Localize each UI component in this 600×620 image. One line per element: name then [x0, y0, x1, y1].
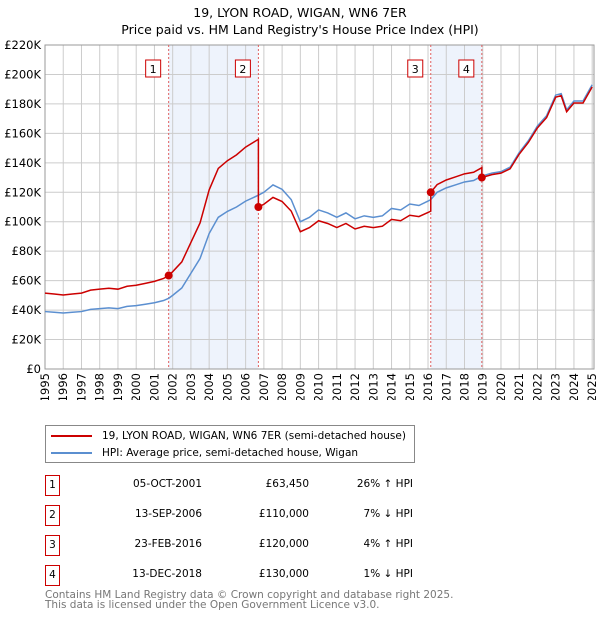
transaction-date: 13-SEP-2006 [134, 508, 202, 520]
x-tick-label: 2013 [366, 373, 380, 400]
legend-swatch-price [51, 435, 92, 437]
y-tick-label: £0 [26, 362, 41, 376]
x-tick-label: 2023 [549, 373, 563, 400]
transaction-price: £130,000 [258, 568, 309, 580]
transaction-hpi-diff: 4% ↑ HPI [363, 538, 413, 550]
sale-point [164, 271, 173, 280]
transaction-number: 1 [45, 475, 60, 496]
sale-label: 1 [150, 63, 157, 76]
x-tick-label: 2000 [129, 373, 143, 400]
footer-line-2: This data is licensed under the Open Gov… [45, 599, 380, 611]
legend: 19, LYON ROAD, WIGAN, WN6 7ER (semi-deta… [45, 425, 415, 463]
shade-region-3-4 [430, 45, 482, 369]
x-tick-label: 1999 [111, 373, 125, 400]
x-tick-label: 2019 [476, 373, 490, 400]
y-tick-label: £60K [12, 274, 42, 288]
y-tick-label: £100K [4, 215, 41, 229]
y-tick-label: £160K [4, 126, 41, 140]
price-paid-line [44, 86, 593, 296]
transaction-row: 4 13-DEC-2018 £130,000 1% ↓ HPI [45, 565, 445, 586]
title-line-1: 19, LYON ROAD, WIGAN, WN6 7ER [193, 5, 407, 20]
transaction-row: 2 13-SEP-2006 £110,000 7% ↓ HPI [45, 505, 445, 526]
sale-label: 4 [463, 63, 470, 76]
price-chart: £0 £20K £40K £60K £80K £100K £120K £140K £160K £1… [4, 38, 599, 400]
transaction-hpi-diff: 1% ↓ HPI [363, 568, 413, 580]
sale-label-box [407, 59, 424, 78]
x-tick-label: 2004 [202, 373, 216, 400]
legend-label-hpi: HPI: Average price, semi-detached house,… [102, 447, 359, 459]
transaction-number: 4 [45, 565, 60, 586]
legend-item-hpi: HPI: Average price, semi-detached house,… [46, 445, 358, 461]
footer-line-1: Contains HM Land Registry data © Crown c… [45, 589, 454, 601]
transaction-price: £63,450 [265, 478, 309, 490]
transaction-hpi-diff: 7% ↓ HPI [363, 508, 413, 520]
x-tick-label: 2001 [147, 373, 161, 400]
transaction-date: 23-FEB-2016 [134, 538, 202, 550]
x-tick-label: 2007 [257, 373, 271, 400]
legend-item-price: 19, LYON ROAD, WIGAN, WN6 7ER (semi-deta… [46, 428, 406, 444]
transaction-row: 1 05-OCT-2001 £63,450 26% ↑ HPI [45, 475, 445, 496]
sale-point [477, 173, 486, 182]
x-tick-label: 2008 [275, 373, 289, 400]
transaction-number: 3 [45, 535, 60, 556]
x-tick-label: 2018 [458, 373, 472, 400]
y-tick-label: £120K [4, 185, 41, 199]
x-tick-label: 2009 [293, 373, 307, 400]
x-tick-label: 2022 [530, 373, 544, 400]
sale-point [254, 203, 263, 211]
x-tick-label: 2017 [439, 373, 453, 400]
sale-label: 3 [412, 63, 419, 76]
y-tick-label: £200K [4, 67, 41, 81]
y-tick-label: £40K [12, 303, 42, 317]
legend-swatch-hpi [51, 452, 92, 454]
legend-label-price: 19, LYON ROAD, WIGAN, WN6 7ER (semi-deta… [102, 430, 406, 442]
plot-frame [44, 44, 595, 370]
x-tick-label: 1996 [56, 373, 70, 400]
transaction-price: £120,000 [258, 538, 309, 550]
x-tick-label: 2002 [166, 373, 180, 400]
y-tick-label: £140K [4, 156, 41, 170]
x-tick-label: 1997 [74, 373, 88, 400]
x-tick-label: 2011 [330, 373, 344, 400]
shade-region-1-2 [168, 45, 259, 369]
x-tick-label: 2010 [312, 373, 326, 400]
title-line-2: Price paid vs. HM Land Registry's House … [121, 22, 479, 37]
transaction-date: 13-DEC-2018 [132, 568, 202, 580]
x-tick-label: 2006 [239, 373, 253, 400]
x-tick-label: 2016 [421, 373, 435, 400]
x-tick-label: 2014 [385, 373, 399, 400]
y-tick-label: £180K [4, 97, 41, 111]
footer: Contains HM Land Registry data © Crown c… [45, 589, 454, 611]
sale-label: 2 [239, 63, 246, 76]
x-tick-label: 2005 [220, 373, 234, 400]
x-tick-label: 2020 [494, 373, 508, 400]
transaction-hpi-diff: 26% ↑ HPI [356, 478, 413, 490]
x-tick-label: 2003 [184, 373, 198, 400]
x-tick-label: 2024 [567, 373, 581, 400]
hpi-line [44, 84, 593, 314]
x-tick-label: 1995 [38, 373, 52, 400]
sale-label-box [234, 59, 251, 78]
transaction-price: £110,000 [258, 508, 309, 520]
x-tick-label: 2015 [403, 373, 417, 400]
x-tick-label: 2012 [348, 373, 362, 400]
x-tick-label: 2025 [585, 373, 599, 400]
sale-point [426, 188, 435, 197]
transaction-row: 3 23-FEB-2016 £120,000 4% ↑ HPI [45, 535, 445, 556]
transaction-date: 05-OCT-2001 [133, 478, 202, 490]
y-tick-label: £80K [12, 244, 42, 258]
chart-title: 19, LYON ROAD, WIGAN, WN6 7ER Price paid… [0, 4, 600, 38]
sale-label-box [145, 59, 162, 78]
transaction-number: 2 [45, 505, 60, 526]
x-tick-label: 1998 [93, 373, 107, 400]
y-tick-label: £20K [12, 333, 42, 347]
x-tick-label: 2021 [512, 373, 526, 400]
sale-label-box [458, 59, 475, 78]
y-tick-label: £220K [4, 38, 41, 52]
